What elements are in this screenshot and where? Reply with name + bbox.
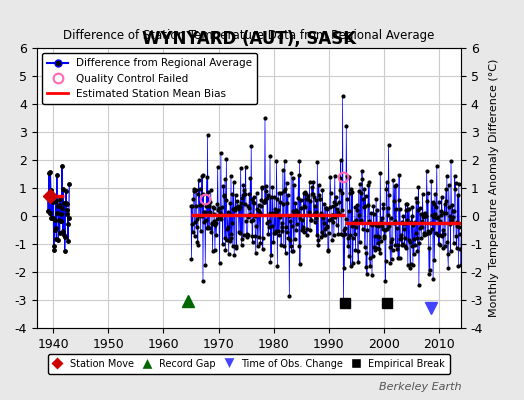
Text: Difference of Station Temperature Data from Regional Average: Difference of Station Temperature Data f… [63, 29, 434, 42]
Y-axis label: Monthly Temperature Anomaly Difference (°C): Monthly Temperature Anomaly Difference (… [489, 59, 499, 317]
Legend: Station Move, Record Gap, Time of Obs. Change, Empirical Break: Station Move, Record Gap, Time of Obs. C… [48, 354, 450, 374]
Title: WYNYARD (AUT), SASK: WYNYARD (AUT), SASK [142, 30, 356, 48]
Text: Berkeley Earth: Berkeley Earth [379, 382, 461, 392]
